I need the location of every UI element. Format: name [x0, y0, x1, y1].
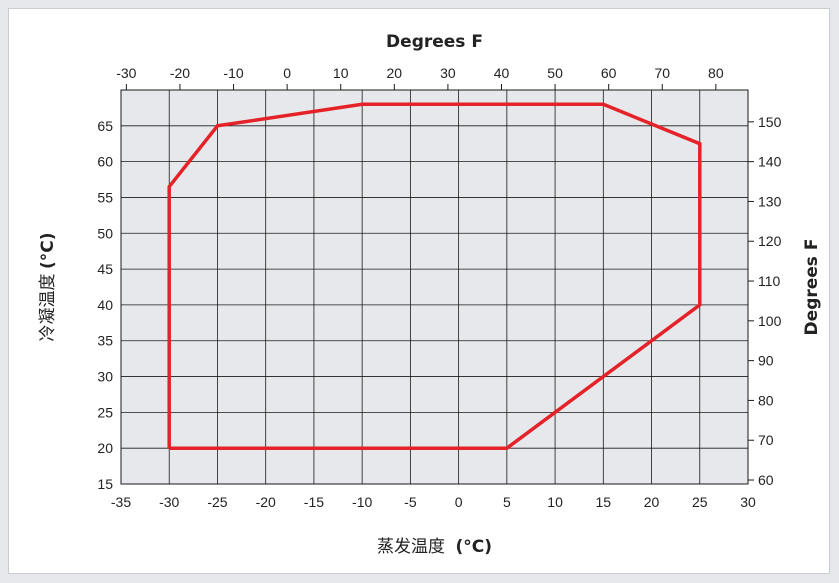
top-tick-label: -20 — [170, 65, 190, 81]
envelope-line-1 — [167, 102, 702, 450]
y-axis-title: 冷凝温度 (°C) — [38, 233, 58, 342]
y-tick-label: 15 — [97, 476, 113, 492]
x-tick-label: -30 — [159, 494, 179, 510]
top-tick-label: 0 — [283, 65, 291, 81]
y-tick-label: 65 — [97, 118, 113, 134]
x-tick-label: -20 — [256, 494, 276, 510]
x-tick-label: 15 — [596, 494, 612, 510]
x-tick-label: -35 — [111, 494, 131, 510]
y-tick-label: 40 — [97, 297, 113, 313]
right-tick-label: 150 — [758, 114, 782, 130]
right-tick-label: 140 — [758, 154, 782, 170]
top-axis-title: Degrees F — [386, 32, 483, 52]
x-tick-label: -5 — [404, 494, 417, 510]
x-axis-title: 蒸发温度 (°C) — [377, 537, 492, 557]
y-tick-label: 30 — [97, 369, 113, 385]
right-axis-title: Degrees F — [802, 239, 822, 336]
top-tick-label: 70 — [654, 65, 670, 81]
y-tick-label: 60 — [97, 154, 113, 170]
x-tick-label: -15 — [304, 494, 324, 510]
y-tick-label: 25 — [97, 404, 113, 420]
x-tick-label: -25 — [207, 494, 227, 510]
top-tick-label: 60 — [601, 65, 617, 81]
x-tick-label: 25 — [692, 494, 708, 510]
top-tick-label: -30 — [116, 65, 136, 81]
plot-border — [120, 89, 749, 485]
x-tick-label: 5 — [503, 494, 511, 510]
right-tick-label: 90 — [758, 353, 774, 369]
x-tick-label: 20 — [644, 494, 660, 510]
operating-envelope-chart: -35 -30 -25 -20 -15 -10 -5 0 5 10 15 20 25 30 15 20 25 30… — [38, 32, 822, 557]
y-tick-label: 35 — [97, 333, 113, 349]
y-tick-label: 20 — [97, 440, 113, 456]
right-tick-label: 110 — [758, 273, 781, 289]
x-axis-unit: (°C) — [455, 537, 492, 557]
right-tick-label: 80 — [758, 392, 774, 408]
top-tick-label: 10 — [333, 65, 349, 81]
y-tick-label: 55 — [97, 189, 113, 205]
top-tick-label: 50 — [547, 65, 563, 81]
y-axis-label: 冷凝温度 — [38, 273, 58, 341]
x-axis-label: 蒸发温度 — [377, 537, 445, 557]
top-tick-label: 20 — [387, 65, 403, 81]
top-tick-label: 30 — [440, 65, 456, 81]
top-tick-label: 40 — [494, 65, 510, 81]
chart-card: -35 -30 -25 -20 -15 -10 -5 0 5 10 15 20 25 30 15 20 25 30… — [8, 8, 830, 574]
right-tick-label: 130 — [758, 193, 782, 209]
right-tick-label: 120 — [758, 233, 782, 249]
axis-ticks: -35 -30 -25 -20 -15 -10 -5 0 5 10 15 20 25 30 15 20 25 30… — [97, 65, 781, 510]
series-layer — [167, 102, 702, 450]
right-tick-label: 60 — [758, 472, 774, 488]
x-tick-label: 10 — [547, 494, 563, 510]
top-tick-label: -10 — [223, 65, 243, 81]
x-tick-label: -10 — [352, 494, 372, 510]
y-tick-label: 50 — [97, 225, 113, 241]
right-tick-label: 70 — [758, 432, 774, 448]
x-tick-label: 0 — [455, 494, 463, 510]
right-tick-label: 100 — [758, 313, 782, 329]
x-tick-label: 30 — [740, 494, 756, 510]
plot-area — [121, 90, 748, 484]
y-axis-unit: (°C) — [38, 233, 58, 270]
y-tick-label: 45 — [97, 261, 113, 277]
top-tick-label: 80 — [708, 65, 724, 81]
